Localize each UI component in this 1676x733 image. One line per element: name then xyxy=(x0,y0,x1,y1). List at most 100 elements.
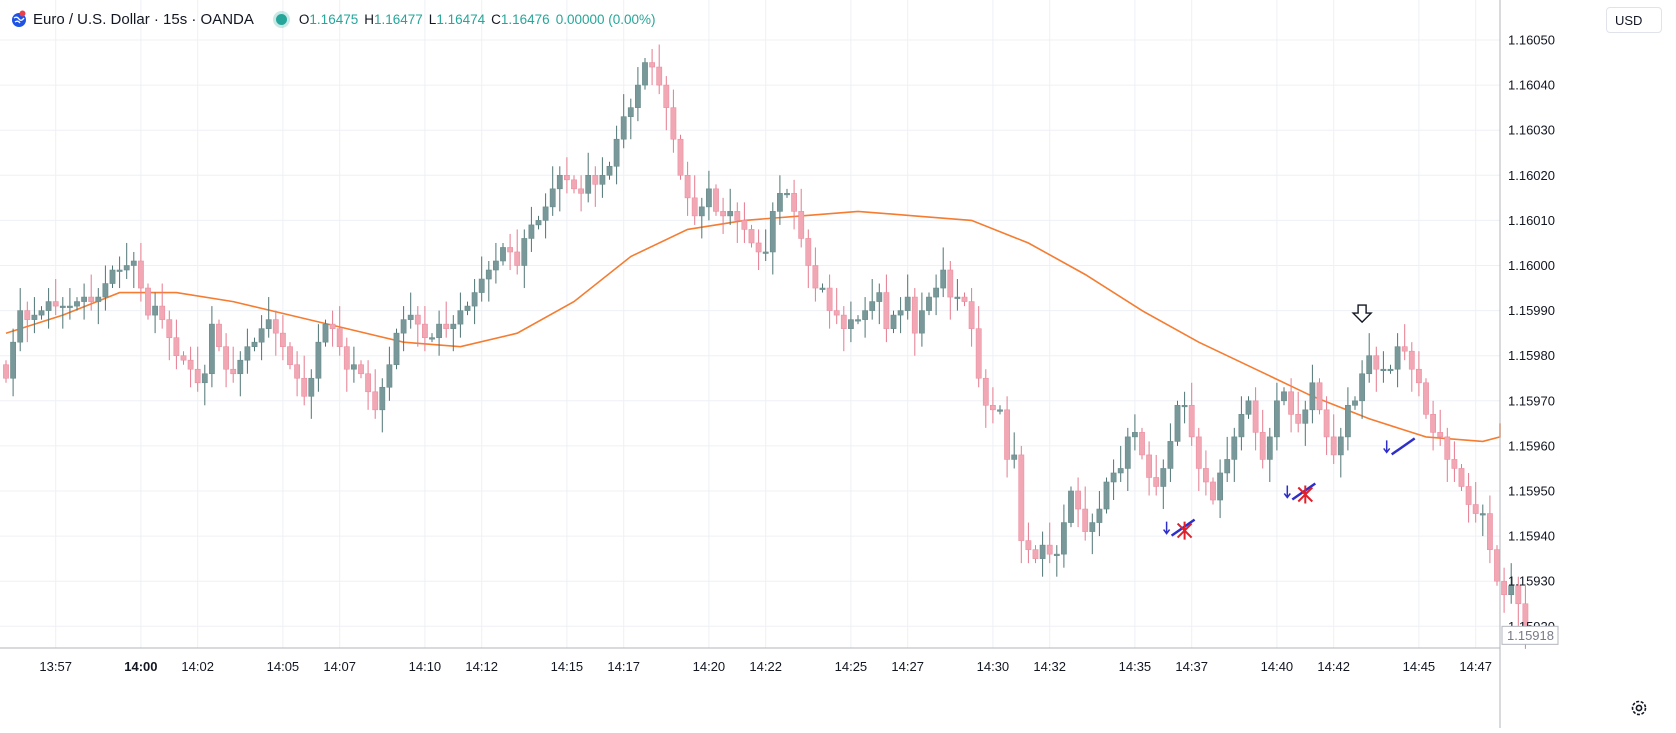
candle-body xyxy=(492,260,499,271)
candle xyxy=(443,301,450,338)
candle-body xyxy=(138,260,144,289)
candle-body xyxy=(1394,346,1401,370)
y-tick-label: 1.15970 xyxy=(1508,393,1555,408)
candle-body xyxy=(1345,405,1351,438)
candle xyxy=(1224,436,1231,482)
candle-body xyxy=(613,138,620,167)
candle-body xyxy=(287,346,293,366)
candle-body xyxy=(1039,544,1046,559)
candle xyxy=(1238,396,1245,451)
x-tick-label: 14:22 xyxy=(749,659,782,674)
candle-body xyxy=(52,301,59,307)
candle-body xyxy=(663,84,670,108)
candle xyxy=(876,283,883,325)
candle xyxy=(1309,364,1316,424)
candle-body xyxy=(578,188,584,194)
candle xyxy=(1465,472,1472,523)
candle-body xyxy=(436,323,442,338)
candle xyxy=(606,161,613,180)
candle-body xyxy=(237,359,244,375)
candle-body xyxy=(968,301,975,329)
candle-body xyxy=(173,337,180,357)
candle-body xyxy=(421,323,428,338)
candle-body xyxy=(1337,436,1344,456)
candle-body xyxy=(997,409,1003,412)
gear-icon[interactable] xyxy=(1628,697,1650,719)
x-tick-label: 14:47 xyxy=(1459,659,1492,674)
candle-body xyxy=(152,305,158,316)
candle xyxy=(1195,427,1202,491)
candle xyxy=(1004,396,1010,478)
candle xyxy=(933,274,939,316)
candle-body xyxy=(265,319,272,329)
candle xyxy=(940,247,947,298)
candle-body xyxy=(10,341,16,379)
x-tick-label: 14:07 xyxy=(323,659,356,674)
candle xyxy=(599,157,606,198)
candle xyxy=(691,175,698,225)
candle xyxy=(294,351,300,397)
candle xyxy=(947,260,954,320)
candle xyxy=(450,315,457,352)
candle xyxy=(88,274,95,311)
candle xyxy=(805,229,812,289)
symbol-header: Euro / U.S. Dollar · 15s · OANDA O1.1647… xyxy=(10,6,662,32)
x-tick-label: 14:05 xyxy=(267,659,300,674)
candle xyxy=(634,67,641,122)
candle-body xyxy=(855,319,861,322)
market-status-dot xyxy=(275,13,287,25)
candle-body xyxy=(1508,585,1515,596)
symbol-title[interactable]: Euro / U.S. Dollar · 15s · OANDA xyxy=(33,10,254,28)
candle xyxy=(457,292,464,338)
candle-body xyxy=(1110,472,1117,483)
candle xyxy=(180,351,187,365)
moving-average xyxy=(5,210,1501,443)
candle-body xyxy=(130,260,137,266)
candle xyxy=(592,166,599,207)
candle-body xyxy=(826,287,833,311)
candle-body xyxy=(159,305,166,320)
candle-body xyxy=(1274,400,1280,438)
currency-selector[interactable]: USD xyxy=(1606,7,1662,33)
candle-body xyxy=(649,62,655,68)
candle-body xyxy=(812,265,819,289)
candle-body xyxy=(933,287,939,298)
candle-body xyxy=(223,346,229,370)
candle xyxy=(301,355,308,406)
cross-icon xyxy=(1176,521,1193,540)
candle-body xyxy=(684,175,691,199)
candle xyxy=(720,197,726,234)
candle xyxy=(989,387,996,424)
candle xyxy=(138,242,144,302)
candle xyxy=(414,306,421,347)
candle-body xyxy=(343,346,350,370)
candle xyxy=(1068,486,1074,528)
candle-body xyxy=(1309,382,1316,411)
candle-body xyxy=(549,188,556,208)
candle-body xyxy=(485,269,492,280)
candle-body xyxy=(1366,355,1373,375)
candle xyxy=(656,44,663,95)
candle xyxy=(748,224,755,248)
candle-body xyxy=(1188,405,1195,438)
candle-body xyxy=(571,179,577,190)
candle xyxy=(670,89,677,153)
y-tick-label: 1.16040 xyxy=(1508,78,1555,93)
y-tick-label: 1.16010 xyxy=(1508,213,1555,228)
candle xyxy=(244,328,251,374)
candle-body xyxy=(911,296,918,334)
candle xyxy=(1323,396,1330,455)
candle xyxy=(279,315,286,361)
down-arrow-outline-icon xyxy=(1351,304,1373,324)
candle xyxy=(1451,441,1458,482)
candle xyxy=(826,274,833,329)
candle xyxy=(833,288,840,325)
candle xyxy=(336,306,343,356)
candle xyxy=(343,337,350,392)
candle xyxy=(1089,513,1096,555)
candle xyxy=(1444,427,1451,482)
candle-body xyxy=(1011,454,1018,460)
candle xyxy=(1394,333,1401,388)
